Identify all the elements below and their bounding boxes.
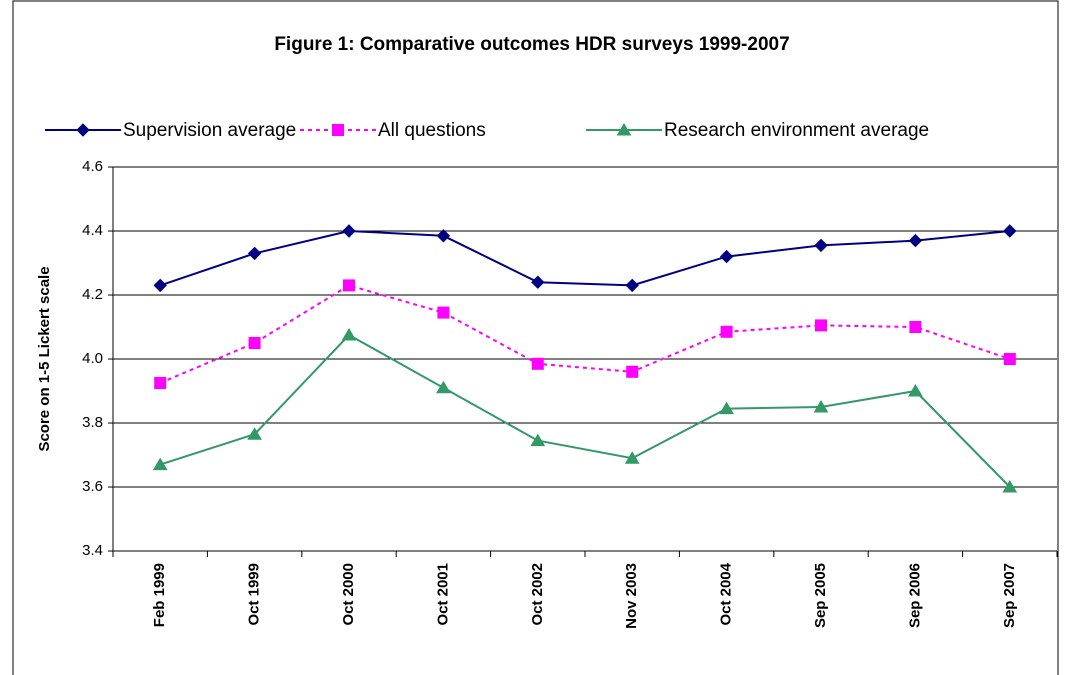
x-tick-label: Sep 2007 [1001,563,1018,628]
legend-label: Supervision average [123,120,296,141]
marker [815,319,827,332]
x-tick-label: Oct 2001 [434,563,451,626]
marker [76,123,90,137]
marker [720,325,733,338]
marker [1002,480,1018,493]
marker [814,238,828,253]
x-tick-label: Nov 2003 [623,563,640,629]
marker [908,384,923,397]
marker [719,249,734,264]
series-line [159,333,1011,488]
marker [531,357,544,370]
marker [1003,353,1016,365]
marker [153,278,167,293]
marker [531,275,545,289]
y-tick-label: 4.6 [82,158,103,175]
marker [719,401,734,415]
x-tick-label: Sep 2005 [812,563,829,628]
marker [530,433,546,447]
marker [341,328,357,341]
marker [909,321,922,333]
marker [152,457,168,471]
y-tick-label: 4.0 [82,350,103,367]
marker [908,233,923,248]
marker [616,123,632,136]
series-line [159,284,1011,384]
x-tick-label: Oct 2002 [529,563,546,626]
y-tick-label: 4.2 [82,286,103,303]
marker [1003,224,1017,238]
x-tick-label: Oct 2000 [340,563,357,626]
marker [436,380,451,394]
marker [813,400,829,413]
marker [626,365,639,378]
marker [436,229,451,243]
chart-frame [12,0,1059,675]
x-tick-label: Oct 2004 [718,562,735,625]
marker [342,224,356,238]
marker [247,246,262,261]
y-tick-label: 3.4 [82,542,103,559]
marker [247,427,262,440]
x-tick-label: Sep 2006 [906,563,923,628]
marker [437,306,450,319]
marker [248,337,261,349]
series-line [159,229,1010,287]
y-tick-label: 3.6 [82,478,103,495]
y-tick-label: 3.8 [82,414,103,431]
y-tick-label: 4.4 [82,222,103,239]
marker [624,451,640,464]
marker [625,278,639,293]
marker [343,279,355,292]
marker [154,377,167,389]
legend-label: Research environment average [664,120,929,141]
y-axis-label: Score on 1-5 Lickert scale [36,266,53,451]
x-tick-label: Oct 1999 [246,563,263,626]
marker [332,124,344,136]
legend-label: All questions [378,120,486,141]
x-tick-label: Feb 1999 [151,563,168,627]
chart-title: Figure 1: Comparative outcomes HDR surve… [274,34,789,55]
